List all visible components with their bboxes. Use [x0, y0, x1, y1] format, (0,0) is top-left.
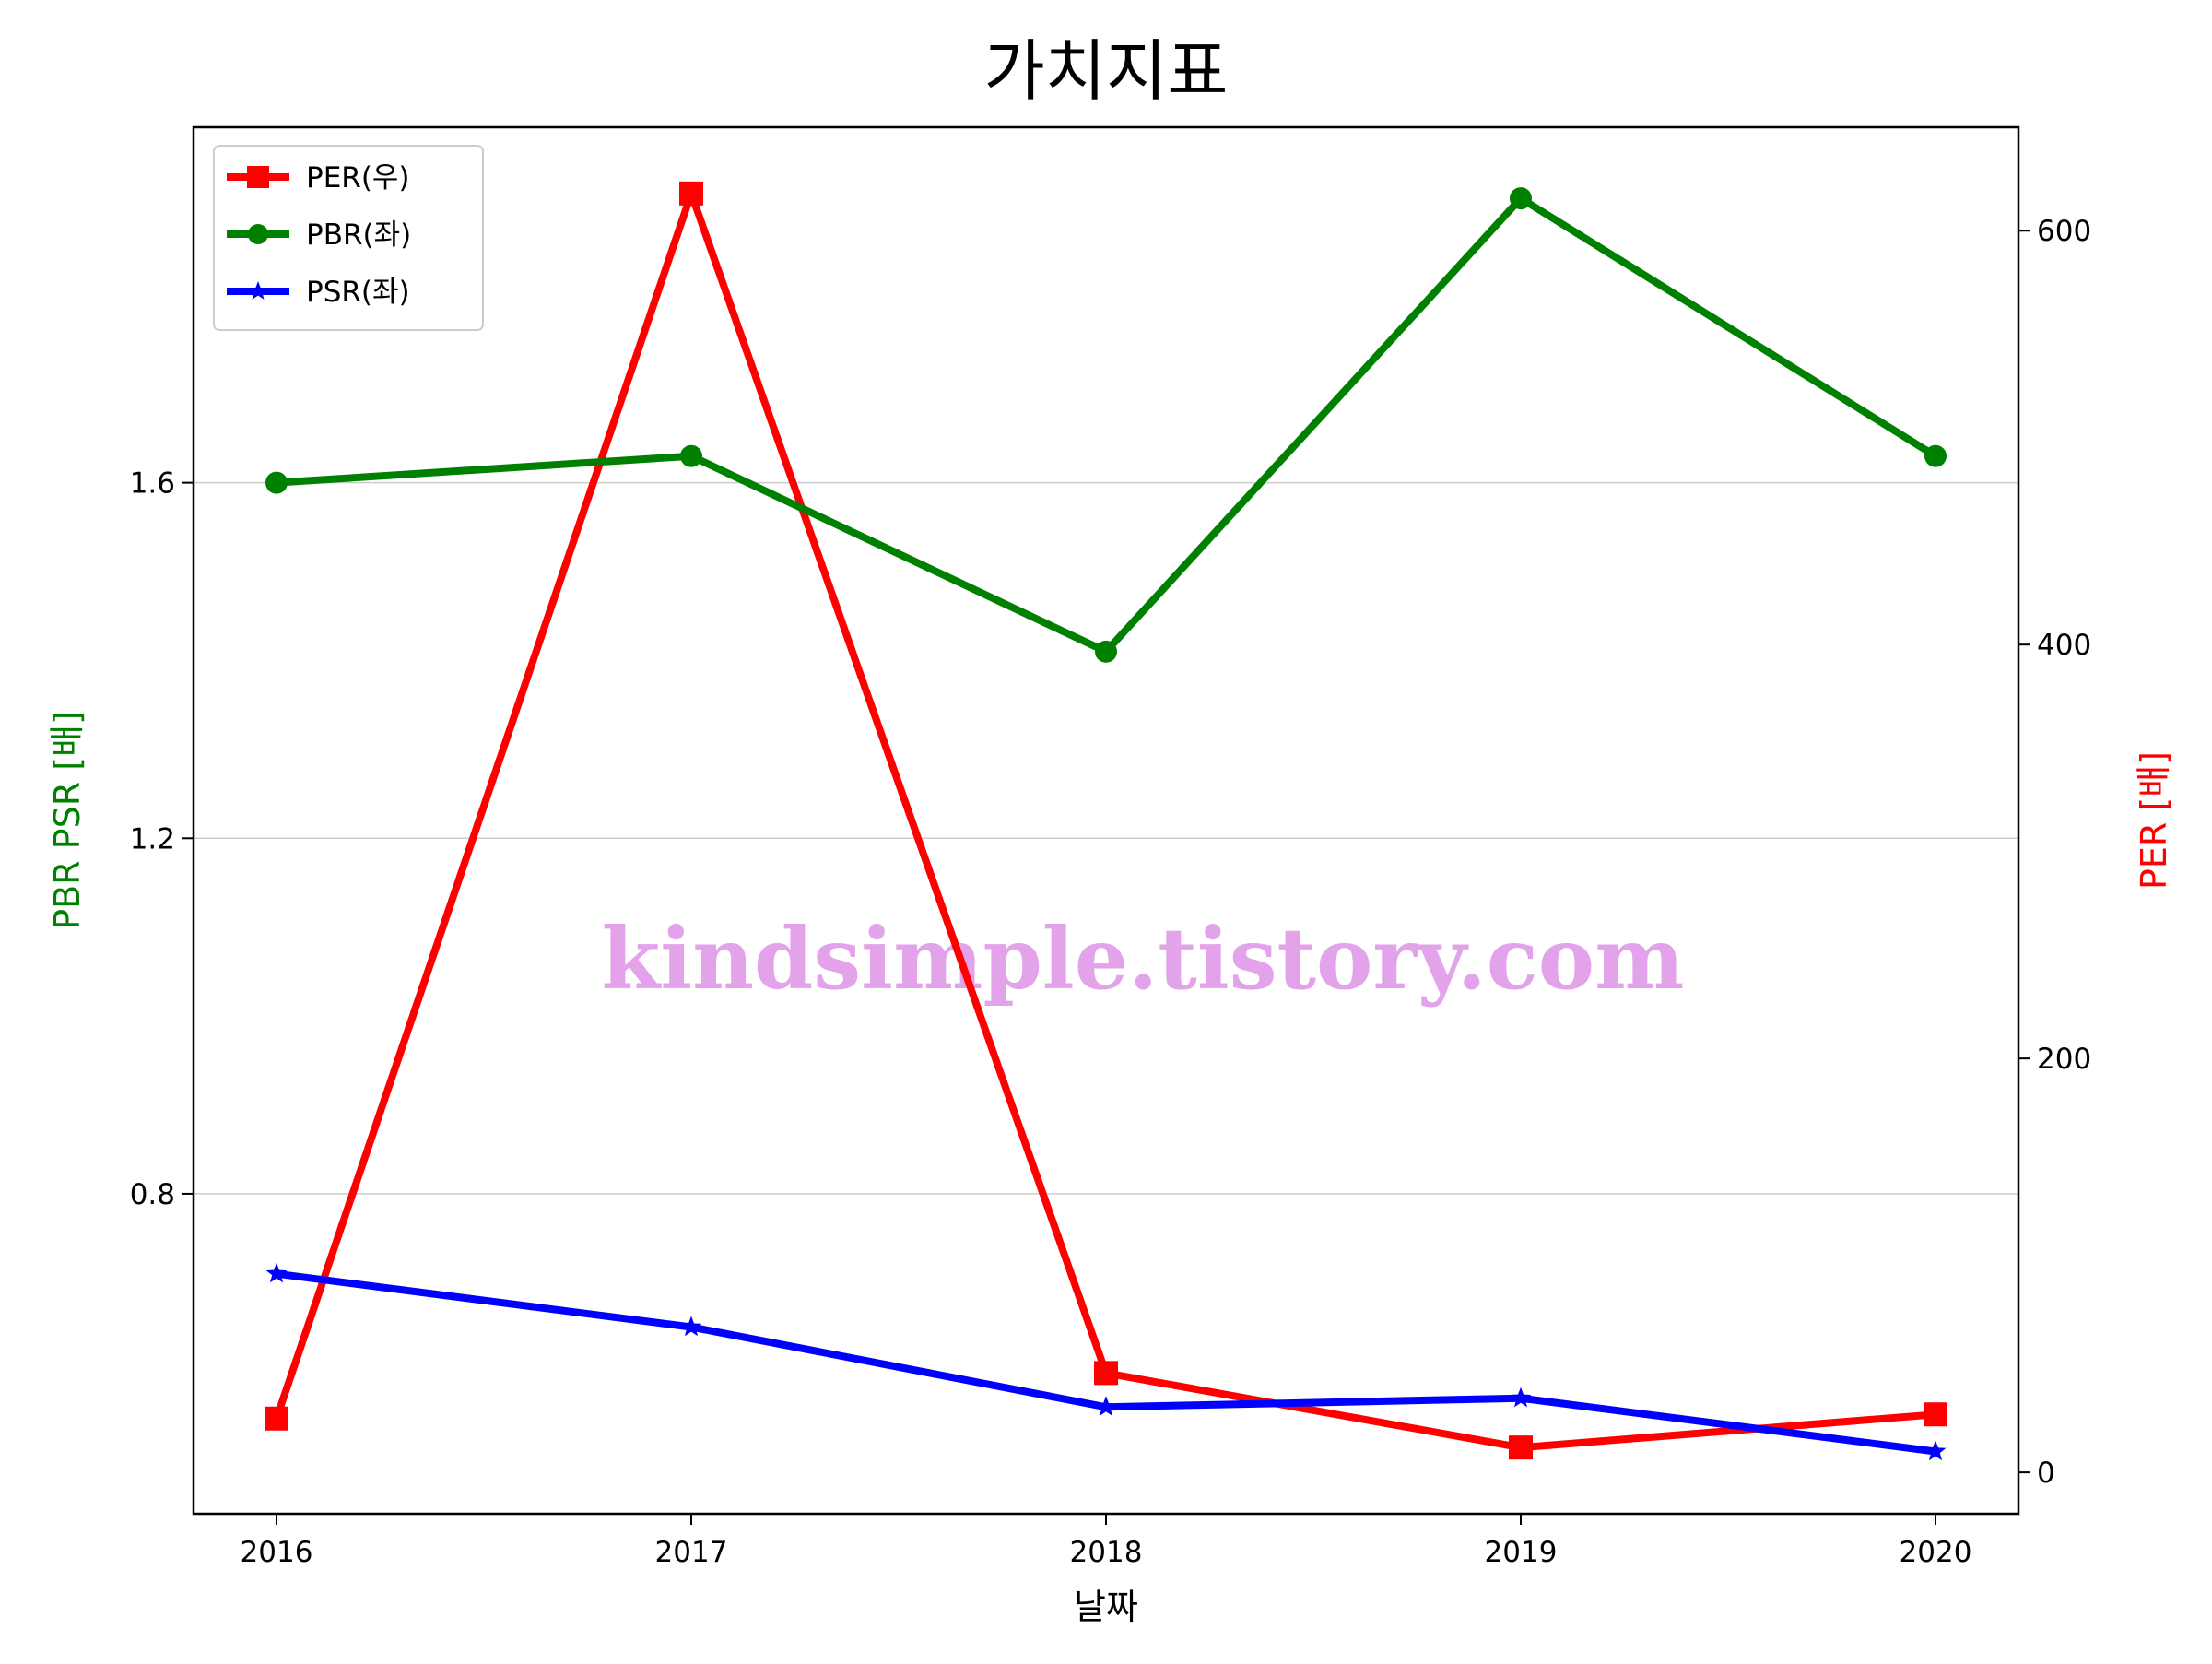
legend-label-2: PSR(좌)	[306, 276, 410, 309]
series-1-point-4	[1924, 444, 1947, 467]
series-2-point-3	[1510, 1387, 1532, 1408]
legend-item-0: PER(우)	[227, 161, 410, 195]
series-2-point-4	[1924, 1440, 1947, 1461]
series-0-point-4	[1924, 1402, 1947, 1427]
legend-marker-2	[248, 281, 268, 300]
x-axis-label: 날짜	[1074, 1587, 1138, 1627]
legend: PER(우) PBR(좌) PSR(좌)	[213, 145, 484, 331]
legend-label-0: PER(우)	[306, 161, 410, 195]
y-axis-right-label: PER [배]	[2134, 751, 2174, 890]
legend-box	[213, 145, 484, 331]
series-2-point-0	[265, 1262, 288, 1283]
series-1-point-0	[265, 471, 288, 494]
x-tick-label-0: 2016	[241, 1536, 313, 1569]
x-tick-label-1: 2017	[655, 1536, 728, 1569]
y-right-tick-label-1: 200	[2037, 1043, 2091, 1076]
series-line-1	[273, 195, 1939, 655]
axes-layer: 0.8 1.2 1.6 0 200 400 600 2016 2017 2018 2019 2020	[130, 215, 2091, 1569]
series-0	[265, 181, 1947, 1460]
legend-marker-1	[248, 224, 268, 244]
y-right-tick-label-3: 600	[2037, 215, 2091, 248]
y-left-tick-label-0: 0.8	[130, 1178, 175, 1211]
series-0-point-3	[1509, 1435, 1533, 1460]
grid-layer	[194, 481, 2018, 1195]
x-tick-label-2: 2018	[1070, 1536, 1143, 1569]
y-left-tick-label-1: 1.2	[130, 822, 175, 856]
series-2-point-2	[1095, 1396, 1117, 1416]
series-0-point-1	[679, 181, 703, 206]
legend-item-2: PSR(좌)	[227, 276, 410, 309]
series-line-0	[273, 189, 1939, 1452]
y-right-tick-label-2: 400	[2037, 629, 2091, 662]
series-0-point-2	[1094, 1361, 1118, 1386]
legend-marker-0	[247, 166, 269, 188]
series-2-point-1	[680, 1316, 702, 1337]
x-tick-label-3: 2019	[1485, 1536, 1558, 1569]
chart-title: 가치지표	[984, 32, 1229, 110]
x-tick-label-4: 2020	[1900, 1536, 1972, 1569]
series-1-point-1	[680, 444, 702, 467]
y-axis-left-label: PBR PSR [배]	[47, 711, 88, 930]
series-1-point-2	[1095, 640, 1117, 663]
watermark-text: kindsimple.tistory.com	[601, 909, 1684, 1009]
series-1-point-3	[1510, 187, 1532, 210]
series-1	[265, 187, 1947, 663]
legend-label-1: PBR(좌)	[306, 218, 411, 252]
series-0-point-0	[265, 1406, 288, 1431]
y-right-tick-label-0: 0	[2037, 1457, 2055, 1490]
legend-item-1: PBR(좌)	[227, 218, 411, 252]
series-layer	[265, 181, 1947, 1461]
series-2	[265, 1262, 1947, 1461]
y-left-tick-label-2: 1.6	[130, 467, 175, 501]
